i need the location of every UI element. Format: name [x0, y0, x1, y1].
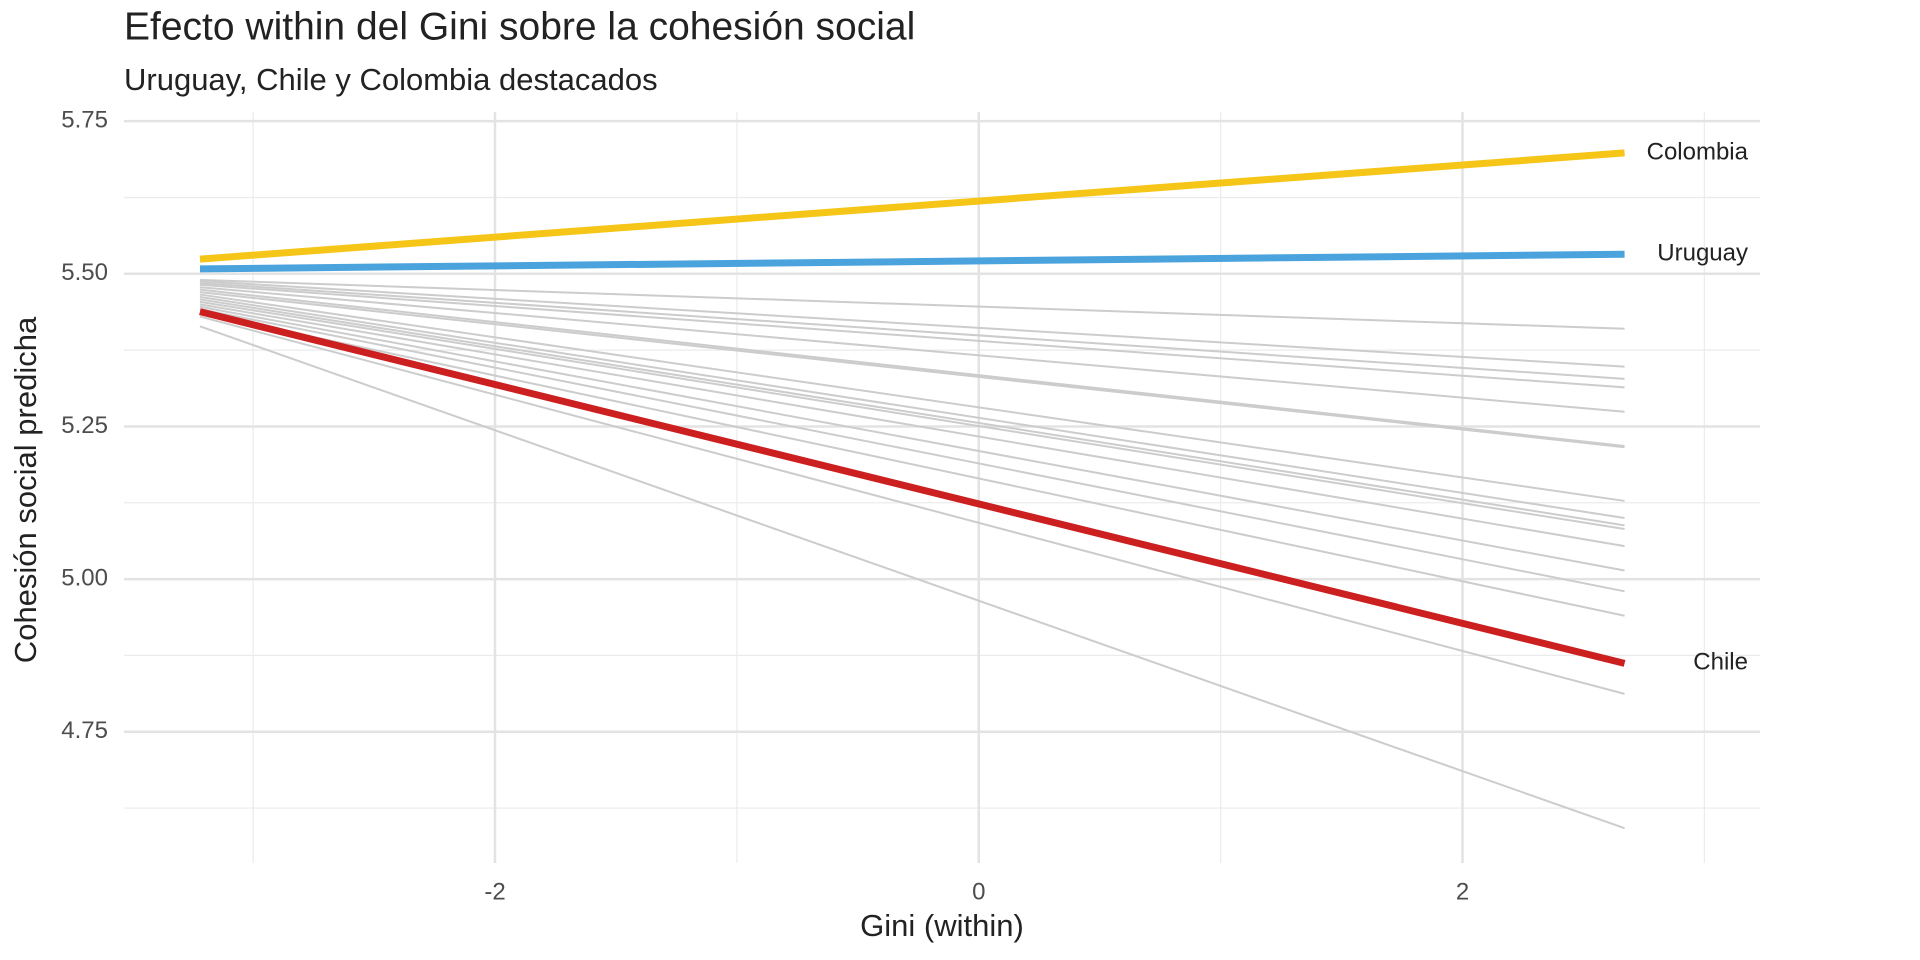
y-tick-label: 5.25 [61, 412, 108, 439]
country-line [199, 291, 1625, 449]
country-line [199, 283, 1625, 389]
country-line [199, 296, 1625, 520]
y-tick-label: 5.00 [61, 564, 108, 591]
country-line [199, 325, 1625, 830]
country-line [199, 315, 1625, 695]
country-line [199, 305, 1625, 572]
country-line [199, 298, 1625, 527]
line-label: Colombia [1647, 138, 1749, 165]
country-line [199, 281, 1625, 380]
country-line [199, 280, 1625, 368]
y-tick-label: 4.75 [61, 717, 108, 744]
y-axis-title: Cohesión social predicha [8, 316, 43, 663]
y-tick-label: 5.75 [61, 107, 108, 134]
country-line [199, 286, 1625, 413]
line-label: Chile [1693, 649, 1748, 676]
country-line [199, 308, 1625, 593]
country-line [199, 288, 1625, 447]
x-tick-label: 0 [972, 878, 985, 905]
x-tick-label: -2 [484, 878, 505, 905]
chart-subtitle: Uruguay, Chile y Colombia destacados [124, 62, 658, 97]
highlight-line [199, 308, 1626, 667]
line-label: Uruguay [1657, 240, 1748, 267]
y-tick-label: 5.50 [61, 259, 108, 286]
highlight-line [199, 149, 1625, 263]
country-line [199, 278, 1625, 330]
country-line [199, 293, 1625, 502]
highlight-line [199, 250, 1625, 273]
country-line [199, 303, 1625, 548]
chart-title: Efecto within del Gini sobre la cohesión… [124, 5, 915, 48]
x-axis-title: Gini (within) [860, 908, 1024, 943]
country-line [199, 300, 1625, 531]
x-tick-label: 2 [1456, 878, 1469, 905]
country-line [199, 311, 1625, 617]
